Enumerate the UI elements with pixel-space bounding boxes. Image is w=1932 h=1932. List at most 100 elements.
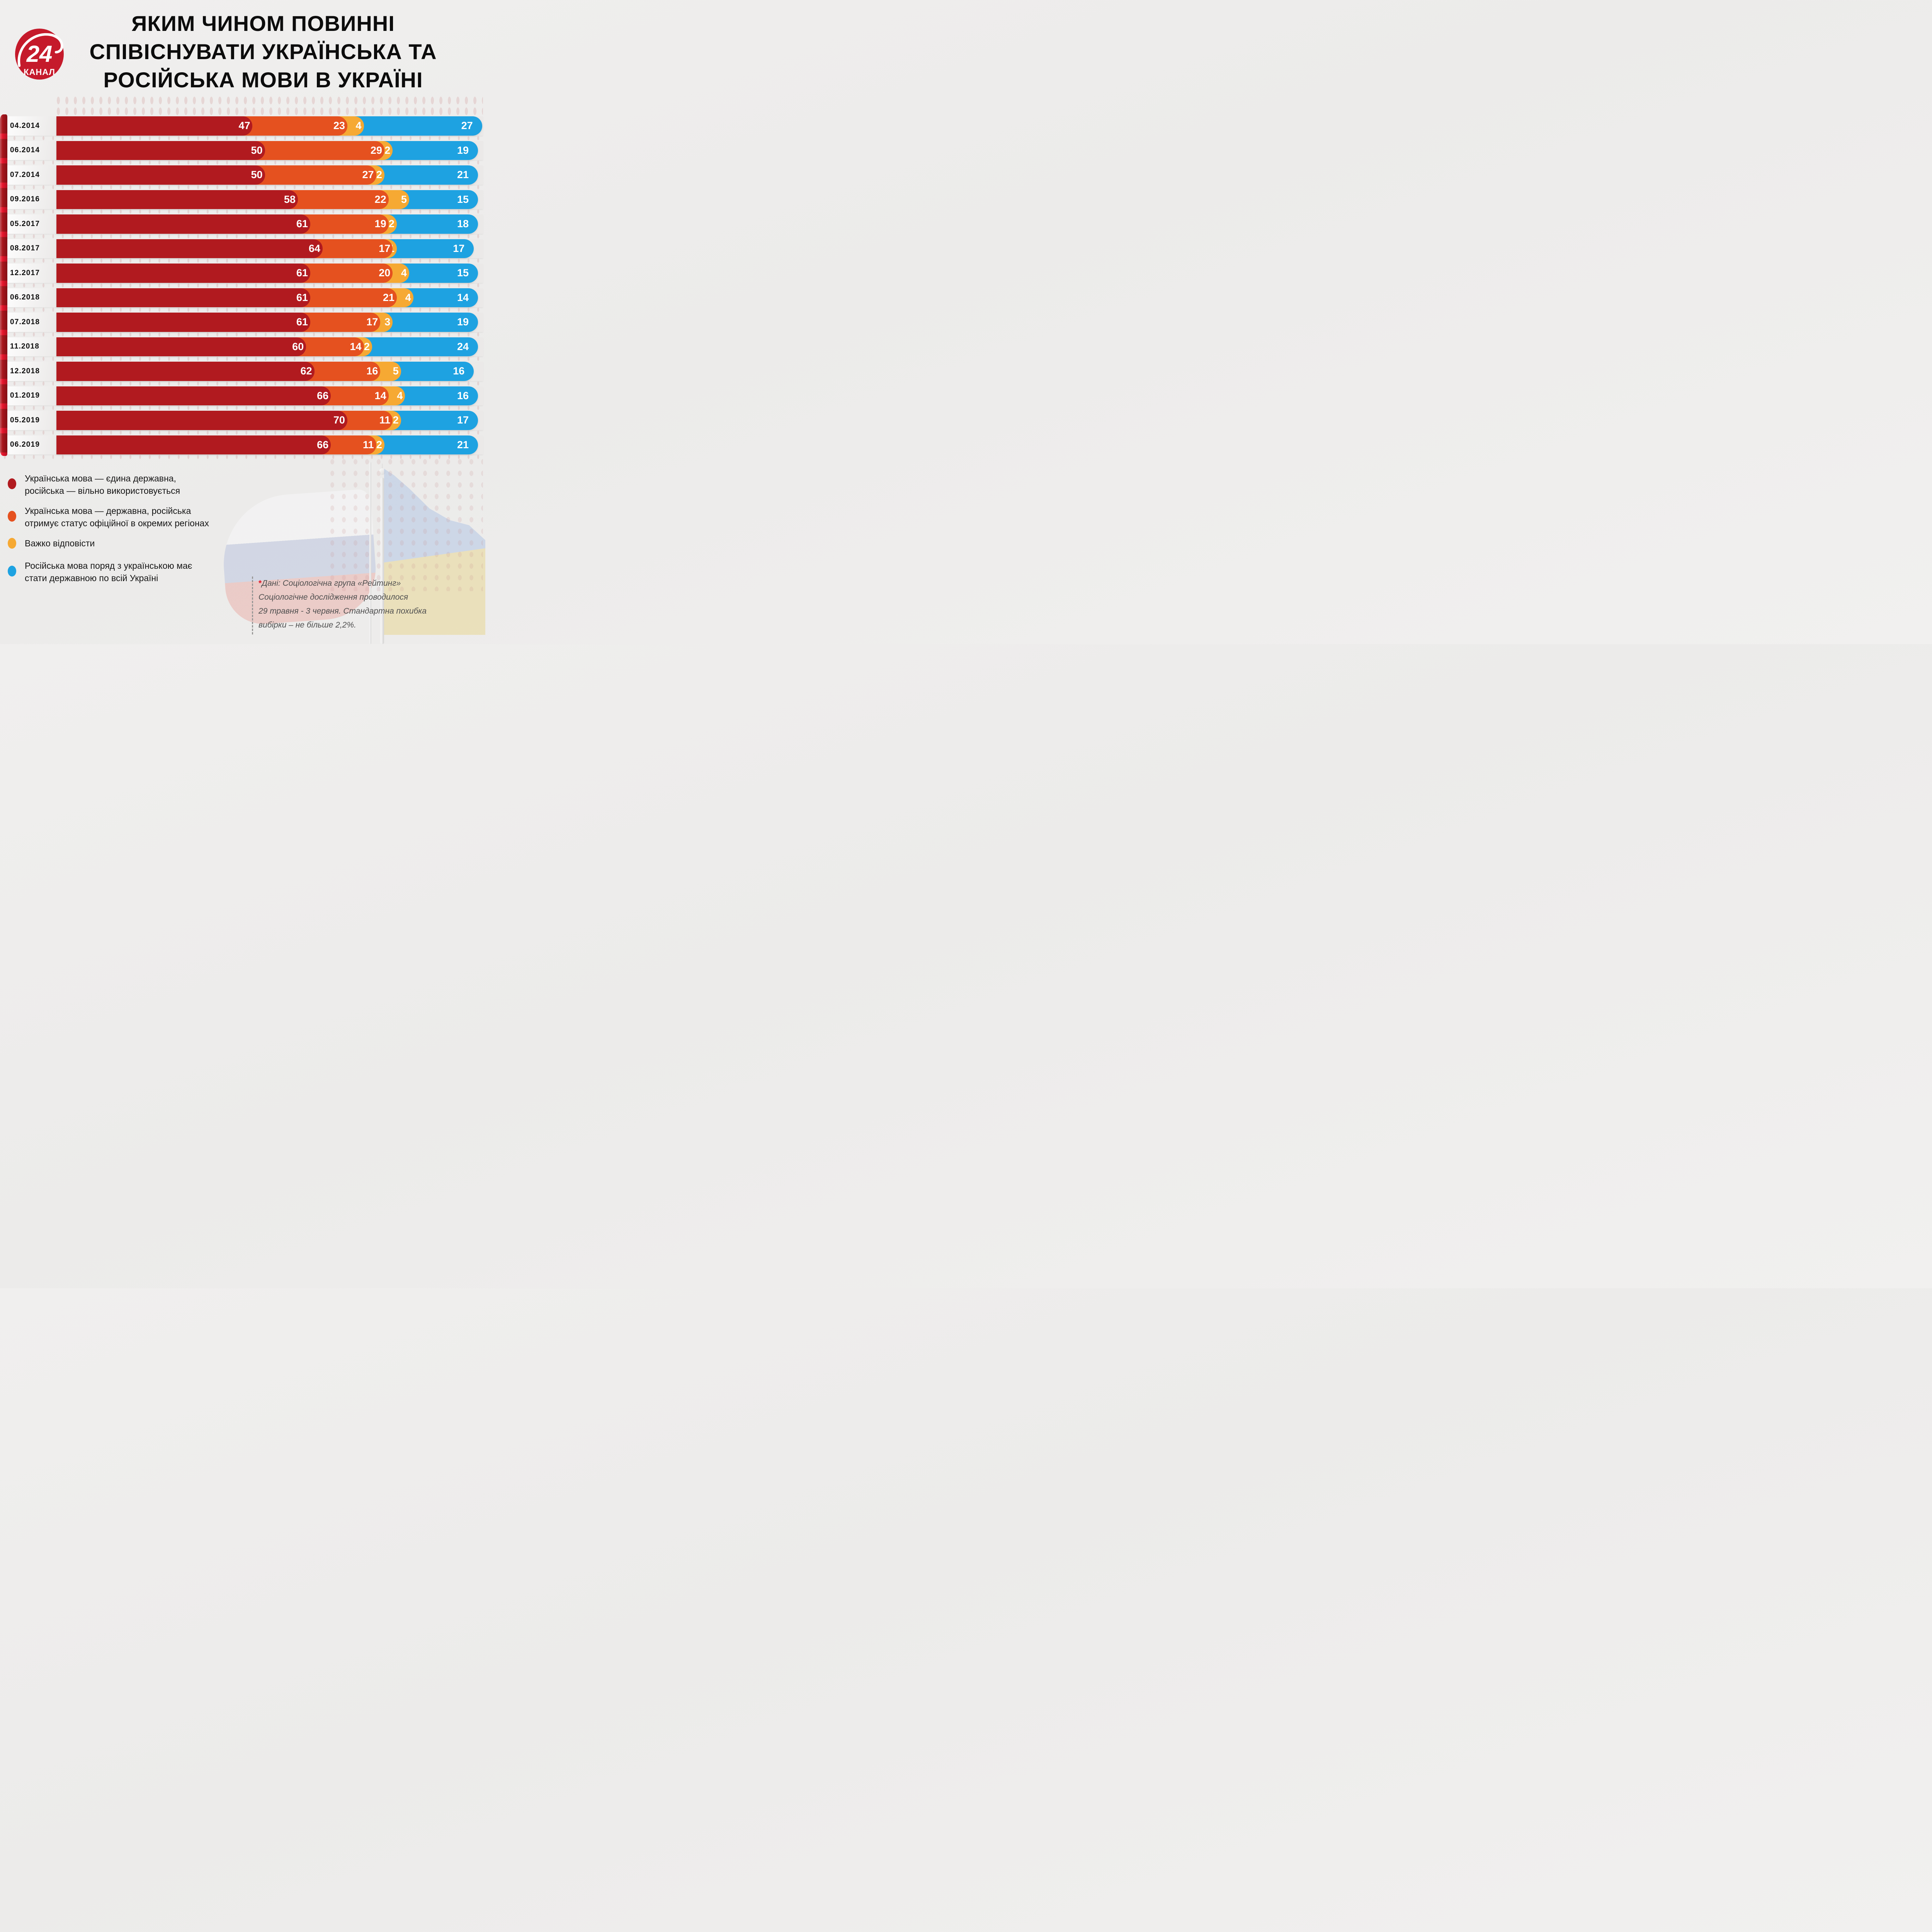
- bar-value-label: 15: [457, 267, 469, 279]
- title-line: СПІВІСНУВАТИ УКРАЇНСЬКА ТА: [89, 39, 437, 64]
- legend-label-line: Українська мова — єдина державна,: [25, 473, 176, 483]
- bar-segment: 70: [56, 411, 347, 430]
- bar-value-label: 61: [296, 316, 308, 328]
- ukrainian-flagpole: [381, 478, 384, 644]
- bar-value-label: 19: [374, 218, 386, 230]
- bar-value-label: 14: [374, 389, 386, 401]
- russian-flagpole: [369, 462, 371, 644]
- bar-segment: 50: [56, 141, 265, 160]
- bar-value-label: 16: [457, 389, 469, 401]
- bar-value-label: 17: [457, 414, 469, 426]
- bar-value-label: 11: [379, 414, 391, 426]
- bar-value-label: 21: [383, 291, 395, 303]
- bar-value-label: 2: [364, 340, 370, 352]
- bar-value-label: 64: [308, 242, 320, 254]
- bar-value-label: 17: [453, 242, 465, 254]
- bar-value-label: 21: [457, 169, 469, 181]
- bar-value-label: 2: [388, 218, 395, 230]
- bar-segment: 61: [56, 264, 310, 283]
- channel-24-logo: 24 КАНАЛ: [15, 29, 64, 80]
- left-red-ribbon: [0, 114, 7, 456]
- legend-label: Українська мова — державна, російська отр…: [25, 505, 249, 529]
- category-label: 06.2019: [10, 440, 40, 449]
- chart-row: 08.20176417117: [0, 239, 483, 264]
- logo-swoosh-icon: [17, 33, 63, 67]
- legend-label-line: Українська мова — державна, російська: [25, 506, 191, 516]
- bar-value-label: 61: [296, 218, 308, 230]
- bar-value-label: 17: [379, 242, 391, 254]
- bar-value-label: 14: [457, 291, 469, 303]
- legend-label: Російська мова поряд з українською має ст…: [25, 560, 249, 584]
- stacked-bar: 62 16 5 16: [56, 362, 474, 381]
- logo-channel-label: КАНАЛ: [24, 67, 55, 77]
- bar-value-label: 29: [370, 144, 382, 156]
- stacked-bar: 66 11 2 21: [56, 435, 478, 454]
- chart-row: 04.2014 47 23 4 27: [0, 116, 483, 141]
- legend-bullet-icon: [8, 478, 16, 489]
- bar-value-label: 4: [405, 291, 411, 303]
- legend-label: Важко відповісти: [25, 537, 249, 549]
- footnote-line: вибірки – не більше 2,2%.: [259, 621, 356, 629]
- stacked-bar: 61 20 4 15: [56, 264, 478, 283]
- chart-row: 07.2014 50 27 2 21: [0, 165, 483, 190]
- bar-segment: 61: [56, 214, 310, 234]
- chart-row: 12.2017 61 20 4 15: [0, 264, 483, 288]
- stacked-bar: 58 22 5 15: [56, 190, 478, 209]
- bar-value-label: 2: [384, 144, 391, 156]
- stacked-bar: 61 19 2 18: [56, 214, 478, 234]
- bar-value-label: 66: [317, 389, 329, 401]
- bar-segment: 61: [56, 313, 310, 332]
- bar-value-label: 19: [457, 144, 469, 156]
- bar-value-label: 20: [379, 267, 391, 279]
- chart-row: 06.2018 61 21 4 14: [0, 288, 483, 313]
- chart-row: 05.2017 61 19 2 18: [0, 214, 483, 239]
- bar-value-label: 4: [355, 120, 362, 132]
- bar-value-label: 15: [457, 193, 469, 205]
- footnote-asterisk: *: [259, 579, 262, 588]
- chart-row: 12.2018 62 16 5 16: [0, 362, 483, 386]
- infographic-page: { "logo": { "number": "24", "channel": "…: [0, 0, 485, 644]
- bar-value-label: 70: [333, 414, 345, 426]
- bar-value-label: 2: [393, 414, 399, 426]
- bar-value-label: 3: [384, 316, 391, 328]
- page-title: ЯКИМ ЧИНОМ ПОВИННІ СПІВІСНУВАТИ УКРАЇНСЬК…: [58, 9, 468, 94]
- bar-value-label: 19: [457, 316, 469, 328]
- bar-value-label: 2: [376, 169, 382, 181]
- chart-row: 11.2018 60 14 2 24: [0, 337, 483, 362]
- bar-value-label: 50: [251, 169, 263, 181]
- title-line: ЯКИМ ЧИНОМ ПОВИННІ: [131, 11, 395, 36]
- bar-value-label: 16: [453, 365, 465, 377]
- chart-row: 01.2019 66 14 4 16: [0, 386, 483, 411]
- halftone-dots-bottom-right: [327, 456, 483, 591]
- stacked-bar: 61 17 3 19: [56, 313, 478, 332]
- chart-row: 06.2014 50 29 2 19: [0, 141, 483, 166]
- bar-value-label: 66: [317, 439, 329, 451]
- source-footnote: *Дані: Соціологічна група «Рейтинг» Соціо…: [252, 577, 483, 634]
- bar-segment: 64: [56, 239, 323, 258]
- bar-value-label: 27: [461, 120, 473, 132]
- bar-value-label: 47: [238, 120, 250, 132]
- chart-row: 05.2019 70 11 2 17: [0, 411, 483, 435]
- bar-segment: 66: [56, 435, 331, 454]
- bar-segment: 50: [56, 165, 265, 185]
- stacked-bar-chart: 04.2014 47 23 4 27 06.2014 50 29 2 19 07.2014 50 27 2…: [0, 114, 483, 460]
- bar-value-label: 11: [363, 439, 374, 451]
- bar-value-label: 24: [457, 340, 469, 352]
- category-label: 12.2017: [10, 269, 40, 277]
- footnote-text: Дані: Соціологічна група «Рейтинг»: [262, 579, 401, 588]
- category-label: 04.2014: [10, 121, 40, 130]
- legend-label-line: отримує статус офіційної в окремих регіо…: [25, 518, 209, 528]
- category-label: 12.2018: [10, 367, 40, 375]
- bar-segment: 60: [56, 337, 306, 356]
- bar-value-label: 2: [376, 439, 382, 451]
- category-label: 07.2018: [10, 318, 40, 326]
- category-label: 06.2018: [10, 293, 40, 302]
- bar-segment: 66: [56, 386, 331, 405]
- category-label: 08.2017: [10, 244, 40, 253]
- bar-value-label: 27: [362, 169, 374, 181]
- chart-row: 06.2019 66 11 2 21: [0, 435, 483, 460]
- stacked-bar: 66 14 4 16: [56, 386, 478, 405]
- legend-label-line: Важко відповісти: [25, 538, 95, 548]
- bar-value-label: 5: [393, 365, 399, 377]
- bar-value-label: 58: [284, 193, 296, 205]
